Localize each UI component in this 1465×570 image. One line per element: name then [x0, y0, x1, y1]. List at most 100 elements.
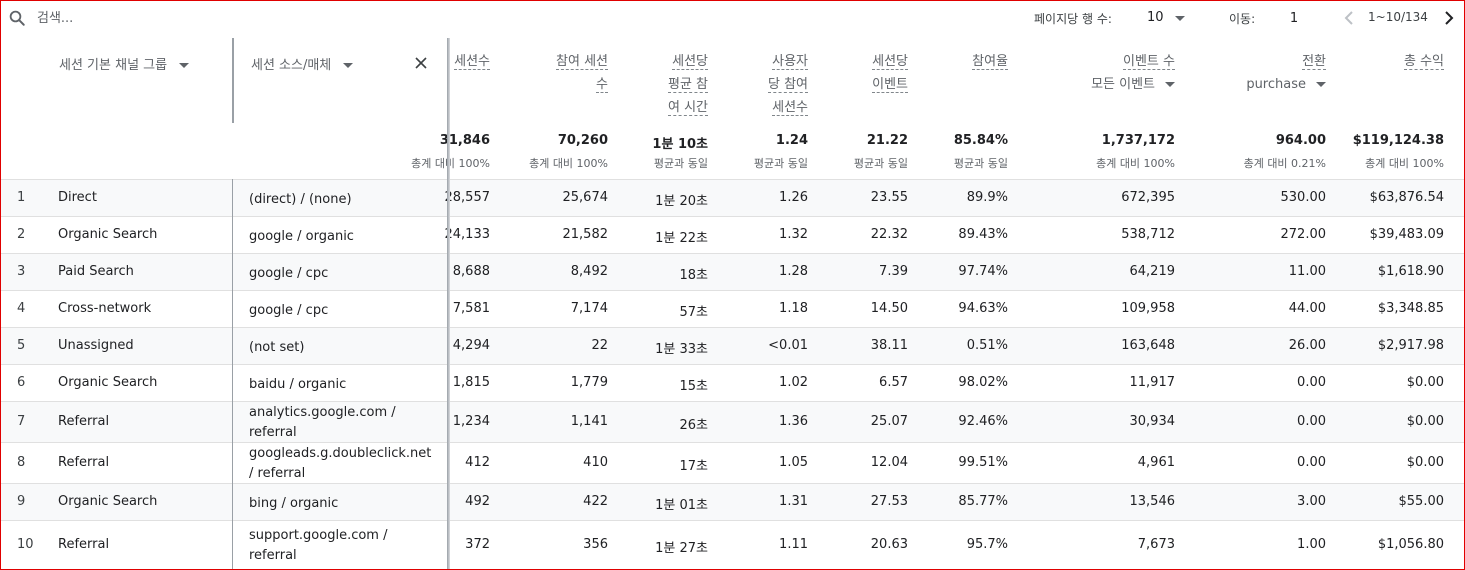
- table-toolbar: 페이지당 행 수: 10 이동: 1~10/134: [1, 1, 1464, 37]
- metric-total: 964.00: [1275, 133, 1326, 148]
- source-medium-cell: support.google.com / referral: [249, 528, 388, 563]
- metric-value-cell: 1분 27초: [655, 541, 708, 556]
- metric-total: 1.24: [775, 133, 808, 148]
- source-medium-cell: googleads.g.doubleclick.net / referral: [249, 446, 432, 481]
- metric-total: 70,260: [557, 133, 608, 148]
- metric-value-cell: 92.46%: [958, 414, 1008, 429]
- search-icon[interactable]: [8, 9, 26, 27]
- metric-header[interactable]: 참여율: [916, 50, 1008, 73]
- metric-header-line: 사용자: [716, 50, 808, 73]
- metric-value-cell: 1,234: [452, 414, 490, 429]
- page-range-label: 1~10/134: [1368, 10, 1428, 24]
- metric-header-text: 당 참여: [767, 77, 808, 93]
- metric-header-text: 세션수: [772, 100, 808, 116]
- metric-value-cell: 17초: [679, 459, 708, 474]
- metric-value-cell: 1,779: [570, 375, 608, 390]
- column-divider[interactable]: [232, 38, 234, 123]
- metric-total: 1,737,172: [1101, 133, 1175, 148]
- metric-value-cell: 0.00: [1297, 375, 1326, 390]
- metric-header[interactable]: 세션당 이벤트: [816, 50, 908, 96]
- metric-value-cell: <0.01: [768, 338, 808, 353]
- table-header: 세션 기본 채널 그룹 세션 소스/매체 세션수 31,846 총계 대비 100%…: [1, 38, 1464, 179]
- metric-header[interactable]: 이벤트 수 모든 이벤트: [1025, 50, 1175, 96]
- chevron-down-icon: [343, 63, 354, 68]
- secondary-dimension-selector[interactable]: 세션 소스/매체: [251, 54, 354, 73]
- metric-header-line: 참여 세션: [498, 50, 608, 73]
- table-row[interactable]: 2 Organic Search google / organic 24,133 21,…: [1, 216, 1464, 253]
- metric-value-cell: 1분 33초: [655, 342, 708, 357]
- goto-page-input[interactable]: [1277, 7, 1311, 29]
- metric-value-cell: 95.7%: [966, 537, 1008, 552]
- metric-selector-label: purchase: [1246, 77, 1306, 92]
- table-row[interactable]: 9 Organic Search bing / organic 492 422 1분 01…: [1, 483, 1464, 520]
- metric-header-line: 평균 참: [616, 73, 708, 96]
- metric-selector[interactable]: 모든 이벤트: [1025, 73, 1175, 96]
- metric-selector[interactable]: purchase: [1186, 73, 1326, 96]
- metric-value-cell: 372: [465, 537, 490, 552]
- metric-header[interactable]: 세션수: [370, 50, 490, 73]
- metric-value-cell: 412: [465, 455, 490, 470]
- metric-value-cell: 1.36: [779, 414, 808, 429]
- metric-value-cell: 25.07: [870, 414, 908, 429]
- metric-value-cell: 7,581: [452, 301, 490, 316]
- metric-header-text: 전환: [1302, 54, 1326, 70]
- source-medium-cell: google / cpc: [249, 266, 329, 281]
- table-row[interactable]: 1 Direct (direct) / (none) 28,557 25,674 1분 2…: [1, 179, 1464, 216]
- next-page-icon[interactable]: [1441, 9, 1457, 27]
- metric-value-cell: 0.51%: [966, 338, 1008, 353]
- metric-value-cell: 22.32: [870, 227, 908, 242]
- metric-header-line: 세션수: [716, 96, 808, 119]
- metric-header-line: 참여율: [916, 50, 1008, 73]
- metric-value-cell: 422: [583, 494, 608, 509]
- table-row[interactable]: 10 Referral support.google.com / referral 3…: [1, 520, 1464, 569]
- metric-value-cell: 15초: [679, 379, 708, 394]
- rows-per-page-select[interactable]: 10: [1139, 7, 1191, 29]
- channel-group-cell: Paid Search: [58, 264, 134, 279]
- metric-value-cell: 94.63%: [958, 301, 1008, 316]
- table-row[interactable]: 5 Unassigned (not set) 4,294 22 1분 33초 <0.01 38…: [1, 327, 1464, 364]
- metric-total-comparison: 총계 대비 100%: [529, 157, 608, 170]
- previous-page-icon[interactable]: [1341, 9, 1357, 27]
- metric-header-text: 참여율: [972, 54, 1008, 70]
- table-row[interactable]: 7 Referral analytics.google.com / referral…: [1, 401, 1464, 442]
- close-icon[interactable]: [414, 56, 428, 70]
- metric-value-cell: 24,133: [444, 227, 491, 242]
- metric-value-cell: 1.05: [779, 455, 808, 470]
- table-row[interactable]: 3 Paid Search google / cpc 8,688 8,492 18초 1.2…: [1, 253, 1464, 290]
- metric-header-text: 세션수: [454, 54, 490, 70]
- rows-per-page-label: 페이지당 행 수:: [1034, 12, 1112, 26]
- metric-header-line: 당 참여: [716, 73, 808, 96]
- metric-value-cell: $2,917.98: [1377, 338, 1444, 353]
- metric-header-text: 참여 세션: [556, 54, 608, 70]
- source-medium-cell: (not set): [249, 340, 305, 355]
- search-input[interactable]: [37, 7, 337, 29]
- row-index: 2: [17, 227, 26, 242]
- metric-value-cell: 410: [583, 455, 608, 470]
- metric-header-text: 평균 참: [667, 77, 708, 93]
- table-row[interactable]: 8 Referral googleads.g.doubleclick.net / r…: [1, 442, 1464, 483]
- metric-total-comparison: 평균과 동일: [953, 157, 1008, 170]
- metric-value-cell: 0.00: [1297, 455, 1326, 470]
- source-medium-cell: bing / organic: [249, 496, 339, 511]
- primary-dimension-selector[interactable]: 세션 기본 채널 그룹: [59, 54, 190, 73]
- metric-header[interactable]: 총 수익: [1334, 50, 1444, 73]
- metric-value-cell: 538,712: [1121, 227, 1175, 242]
- channel-group-cell: Direct: [58, 190, 97, 205]
- metric-value-cell: 18초: [679, 268, 708, 283]
- row-index: 8: [17, 455, 26, 470]
- metric-header[interactable]: 전환 purchase: [1186, 50, 1326, 96]
- metric-value-cell: $0.00: [1406, 375, 1444, 390]
- metric-value-cell: 7.39: [879, 264, 908, 279]
- metric-value-cell: 530.00: [1280, 190, 1327, 205]
- row-index: 7: [17, 414, 26, 429]
- metric-value-cell: 89.9%: [966, 190, 1008, 205]
- metric-value-cell: 23.55: [870, 190, 908, 205]
- table-row[interactable]: 4 Cross-network google / cpc 7,581 7,174 57초 1…: [1, 290, 1464, 327]
- metric-header-text: 세션당: [672, 54, 708, 70]
- metric-value-cell: 85.77%: [958, 494, 1008, 509]
- metric-header-line: 수: [498, 73, 608, 96]
- table-row[interactable]: 6 Organic Search baidu / organic 1,815 1,779…: [1, 364, 1464, 401]
